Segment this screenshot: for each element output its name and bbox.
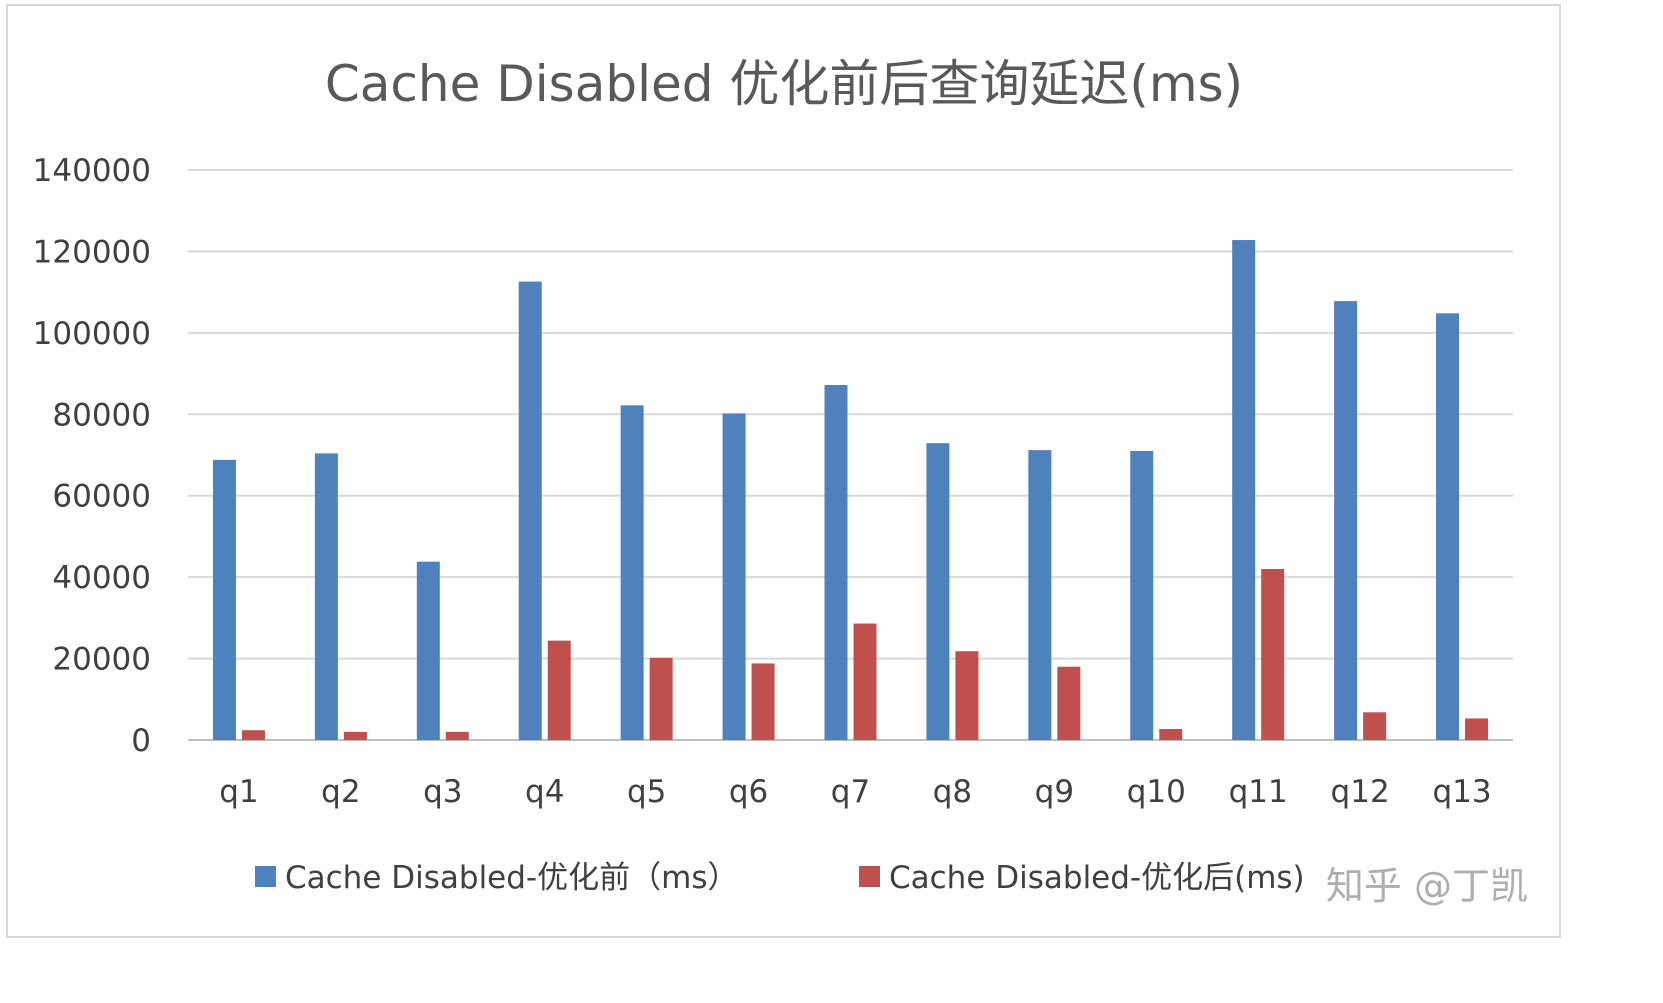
y-tick-label: 0 [131,723,151,759]
bar-after-q1 [241,730,265,740]
x-tick-label: q7 [831,774,870,810]
bar-before-q2 [314,453,338,740]
legend-label: Cache Disabled-优化前（ms） [285,860,738,896]
y-axis-ticks: 0 20000 40000 60000 80000 100000 120000 140000 [33,153,151,759]
x-tick-label: q8 [933,774,972,810]
legend-label: Cache Disabled-优化后(ms) [889,860,1305,896]
bar-after-q10 [1159,729,1183,740]
x-tick-label: q5 [627,774,666,810]
x-tick-label: q11 [1229,774,1288,810]
x-tick-label: q6 [729,774,768,810]
bar-after-q9 [1057,666,1081,740]
y-tick-label: 100000 [33,316,151,352]
bar-before-q10 [1130,450,1154,740]
bar-after-q4 [547,640,571,740]
bar-before-q6 [722,413,746,740]
x-tick-label: q9 [1035,774,1074,810]
bars [212,240,1489,740]
bar-after-q13 [1465,718,1489,740]
bar-after-q11 [1261,569,1285,740]
bar-chart: Cache Disabled 优化前后查询延迟(ms) 0 20000 40000 6… [33,55,1528,908]
x-tick-label: q10 [1127,774,1186,810]
bar-after-q7 [853,623,877,740]
x-tick-label: q4 [525,774,564,810]
bar-before-q11 [1232,240,1256,740]
y-tick-label: 60000 [52,479,151,515]
bar-after-q12 [1363,712,1387,740]
legend-swatch [255,866,276,887]
gridlines [188,169,1513,741]
x-tick-label: q12 [1331,774,1390,810]
y-tick-label: 80000 [52,397,151,433]
bar-after-q5 [649,657,673,740]
chart-frame: Cache Disabled 优化前后查询延迟(ms) 0 20000 40000 6… [6,4,1561,938]
bar-before-q5 [620,405,644,740]
x-tick-label: q13 [1432,774,1491,810]
y-tick-label: 20000 [52,642,151,678]
x-tick-label: q3 [423,774,462,810]
legend-swatch [859,866,880,887]
bar-before-q1 [212,459,236,740]
x-tick-label: q2 [321,774,360,810]
bar-after-q3 [445,731,469,740]
x-axis-ticks: q1 q2 q3 q4 q5 q6 q7 q8 q9 q10 q11 q12 q13 [219,774,1491,810]
bar-before-q3 [416,561,440,740]
bar-after-q2 [343,731,367,740]
bar-after-q6 [751,663,775,740]
bar-before-q12 [1334,301,1358,740]
bar-before-q13 [1436,313,1460,740]
chart-title: Cache Disabled 优化前后查询延迟(ms) [325,55,1243,113]
bar-before-q8 [926,443,950,740]
y-tick-label: 40000 [52,560,151,596]
y-tick-label: 140000 [33,153,151,189]
bar-after-q8 [955,651,979,740]
x-tick-label: q1 [219,774,258,810]
legend: Cache Disabled-优化前（ms） Cache Disabled-优化后… [255,860,1305,896]
y-tick-label: 120000 [33,234,151,270]
bar-before-q9 [1028,450,1052,740]
watermark: 知乎 @丁凯 [1326,864,1528,908]
bar-before-q4 [518,281,542,740]
bar-before-q7 [824,384,848,740]
